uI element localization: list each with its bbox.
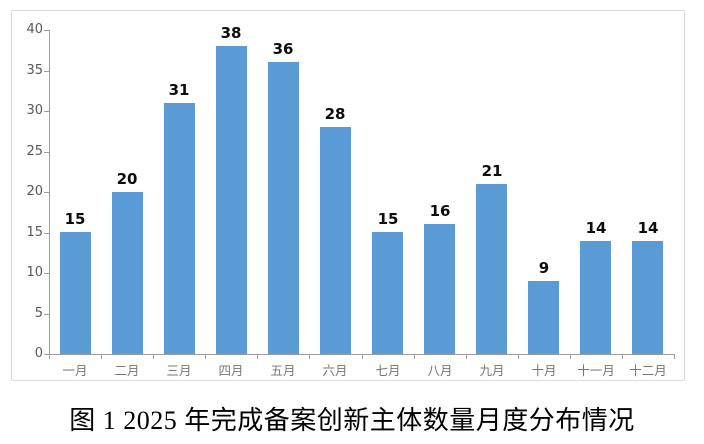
bar-value-label: 9 <box>538 259 550 277</box>
x-axis-category-label: 七月 <box>375 363 401 378</box>
x-axis-tick <box>101 355 102 359</box>
y-axis-tick-label: 0 <box>34 346 43 361</box>
y-axis-tick <box>44 192 49 193</box>
bar <box>580 241 611 354</box>
bar <box>528 281 559 354</box>
y-axis-tick <box>44 152 49 153</box>
bar <box>216 46 247 354</box>
bar <box>372 232 403 354</box>
x-axis-tick <box>570 355 571 359</box>
bar <box>60 232 91 354</box>
x-axis-tick <box>622 355 623 359</box>
x-axis-category-label: 九月 <box>479 363 505 378</box>
y-axis-tick-label: 15 <box>26 225 43 240</box>
x-axis-category-label: 十一月 <box>577 363 615 378</box>
x-axis-category-label: 八月 <box>427 363 453 378</box>
x-axis-category-label: 六月 <box>322 363 348 378</box>
x-axis-tick <box>153 355 154 359</box>
x-axis-tick <box>518 355 519 359</box>
y-axis-tick <box>44 30 49 31</box>
bar-chart: 0 5 10 15 20 25 30 35 40 15 一月 20 二月 31 三月 38 四月 36 五月 28 六月… <box>11 10 685 381</box>
bar-value-label: 20 <box>116 170 138 188</box>
bar-value-label: 15 <box>64 210 86 228</box>
x-axis-category-label: 二月 <box>114 363 140 378</box>
y-axis-tick-label: 30 <box>26 103 43 118</box>
y-axis-tick-label: 5 <box>34 306 43 321</box>
y-axis-tick-label: 25 <box>26 144 43 159</box>
y-axis-tick <box>44 111 49 112</box>
x-axis-category-label: 一月 <box>62 363 88 378</box>
bar <box>268 62 299 354</box>
y-axis-tick <box>44 233 49 234</box>
x-axis-line <box>49 354 675 355</box>
x-axis-tick <box>205 355 206 359</box>
x-axis-tick <box>414 355 415 359</box>
bar-value-label: 21 <box>481 162 503 180</box>
x-axis-category-label: 三月 <box>166 363 192 378</box>
y-axis-tick <box>44 314 49 315</box>
x-axis-category-label: 十月 <box>531 363 557 378</box>
y-axis-tick-label: 10 <box>26 265 43 280</box>
y-axis-line <box>49 30 50 355</box>
y-axis-tick-label: 35 <box>26 63 43 78</box>
x-axis-category-label: 四月 <box>218 363 244 378</box>
x-axis-category-label: 十二月 <box>629 363 667 378</box>
x-axis-tick <box>362 355 363 359</box>
figure-caption: 图 1 2025 年完成备案创新主体数量月度分布情况 <box>69 406 635 435</box>
x-axis-tick <box>49 355 50 359</box>
bar-value-label: 38 <box>220 24 242 42</box>
labels-layer: 0 5 10 15 20 25 30 35 40 15 一月 20 二月 31 三月 38 四月 36 五月 28 六月… <box>12 11 684 380</box>
y-axis-tick <box>44 273 49 274</box>
bars-layer <box>12 11 684 380</box>
x-axis-tick <box>674 355 675 359</box>
bar <box>424 224 455 354</box>
bar <box>476 184 507 354</box>
axes-layer <box>12 11 684 380</box>
y-axis-tick-label: 20 <box>26 184 43 199</box>
bar-value-label: 16 <box>429 202 451 220</box>
bar-value-label: 31 <box>168 81 190 99</box>
bar-value-label: 14 <box>585 219 607 237</box>
bar <box>320 127 351 354</box>
x-axis-category-label: 五月 <box>270 363 296 378</box>
bar <box>632 241 663 354</box>
y-axis-tick-label: 40 <box>26 22 43 37</box>
bar-value-label: 36 <box>272 40 294 58</box>
bar-value-label: 15 <box>377 210 399 228</box>
bar-value-label: 28 <box>324 105 346 123</box>
bar-value-label: 14 <box>637 219 659 237</box>
y-axis-tick <box>44 354 49 355</box>
x-axis-tick <box>466 355 467 359</box>
bar <box>112 192 143 354</box>
x-axis-tick <box>257 355 258 359</box>
bar <box>164 103 195 354</box>
x-axis-tick <box>309 355 310 359</box>
y-axis-tick <box>44 71 49 72</box>
